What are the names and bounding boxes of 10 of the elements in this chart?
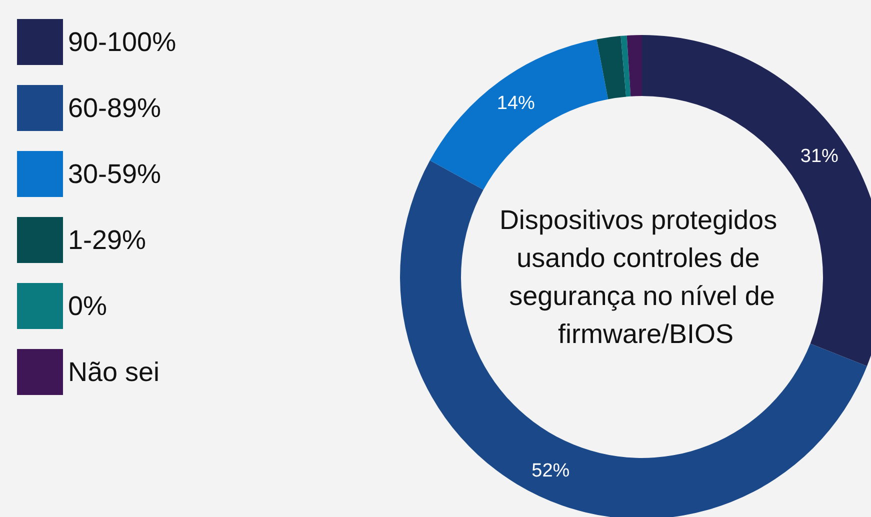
legend-label: Não sei [68,357,160,387]
legend-label: 1-29% [68,225,146,255]
data-label: 52% [532,460,570,482]
legend-label: 90-100% [68,27,176,57]
legend-label: 60-89% [68,93,162,123]
data-label: 31% [800,146,839,167]
legend-label: 30-59% [68,159,162,189]
data-label: 14% [496,92,536,114]
legend-label: 0% [68,291,108,321]
text: Dispositivos protegidos usando controles de segurança no nível de firmware/BIOS [499,205,785,349]
